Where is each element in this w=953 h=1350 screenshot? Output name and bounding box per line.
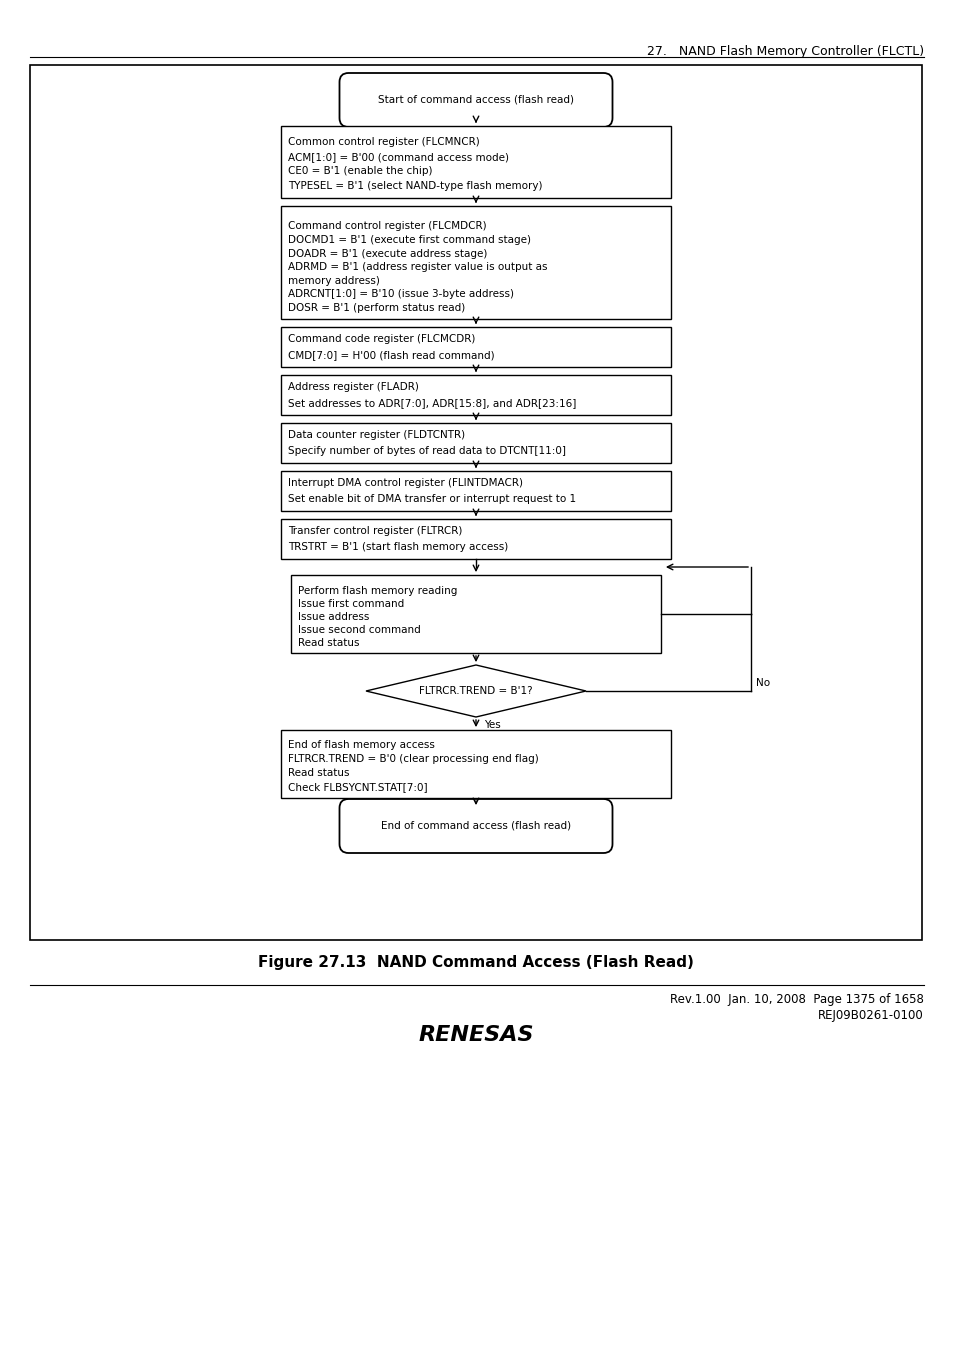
Text: Yes: Yes: [483, 720, 500, 730]
Text: No: No: [755, 678, 769, 688]
Text: Interrupt DMA control register (FLINTDMACR): Interrupt DMA control register (FLINTDMA…: [288, 478, 522, 489]
Bar: [281, 471, 670, 512]
FancyBboxPatch shape: [339, 73, 612, 127]
Text: Check FLBSYCNT.STAT[7:0]: Check FLBSYCNT.STAT[7:0]: [288, 782, 427, 792]
Bar: [30, 65, 921, 940]
Text: Read status: Read status: [297, 637, 359, 648]
Bar: [281, 730, 670, 798]
Text: Read status: Read status: [288, 768, 349, 778]
Text: REJ09B0261-0100: REJ09B0261-0100: [818, 1008, 923, 1022]
Text: Start of command access (flash read): Start of command access (flash read): [377, 95, 574, 105]
Text: CMD[7:0] = H'00 (flash read command): CMD[7:0] = H'00 (flash read command): [288, 350, 494, 359]
Bar: [281, 518, 670, 559]
Text: Rev.1.00  Jan. 10, 2008  Page 1375 of 1658: Rev.1.00 Jan. 10, 2008 Page 1375 of 1658: [669, 994, 923, 1006]
Text: ACM[1:0] = B'00 (command access mode): ACM[1:0] = B'00 (command access mode): [288, 151, 509, 162]
Text: TRSTRT = B'1 (start flash memory access): TRSTRT = B'1 (start flash memory access): [288, 541, 508, 552]
Text: Figure 27.13  NAND Command Access (Flash Read): Figure 27.13 NAND Command Access (Flash …: [258, 954, 693, 971]
Bar: [281, 126, 670, 198]
FancyBboxPatch shape: [339, 799, 612, 853]
Text: End of command access (flash read): End of command access (flash read): [380, 821, 571, 832]
Bar: [281, 207, 670, 319]
Bar: [281, 375, 670, 414]
Text: Data counter register (FLDTCNTR): Data counter register (FLDTCNTR): [288, 431, 465, 440]
Text: Common control register (FLCMNCR): Common control register (FLCMNCR): [288, 136, 479, 147]
Text: Issue second command: Issue second command: [297, 625, 420, 634]
Text: Address register (FLADR): Address register (FLADR): [288, 382, 418, 393]
Text: ADRCNT[1:0] = B'10 (issue 3-byte address): ADRCNT[1:0] = B'10 (issue 3-byte address…: [288, 289, 514, 300]
Text: FLTRCR.TREND = B'1?: FLTRCR.TREND = B'1?: [418, 686, 533, 697]
Polygon shape: [366, 666, 585, 717]
Text: memory address): memory address): [288, 275, 379, 286]
Text: Issue first command: Issue first command: [297, 599, 404, 609]
Text: Command control register (FLCMDCR): Command control register (FLCMDCR): [288, 221, 486, 231]
Text: 27.   NAND Flash Memory Controller (FLCTL): 27. NAND Flash Memory Controller (FLCTL): [646, 45, 923, 58]
Text: Transfer control register (FLTRCR): Transfer control register (FLTRCR): [288, 526, 462, 536]
Text: DOSR = B'1 (perform status read): DOSR = B'1 (perform status read): [288, 304, 465, 313]
Text: Specify number of bytes of read data to DTCNT[11:0]: Specify number of bytes of read data to …: [288, 446, 565, 456]
Text: TYPESEL = B'1 (select NAND-type flash memory): TYPESEL = B'1 (select NAND-type flash me…: [288, 181, 542, 192]
Bar: [281, 423, 670, 463]
Text: Set enable bit of DMA transfer or interrupt request to 1: Set enable bit of DMA transfer or interr…: [288, 494, 576, 504]
Text: FLTRCR.TREND = B'0 (clear processing end flag): FLTRCR.TREND = B'0 (clear processing end…: [288, 755, 538, 764]
Text: End of flash memory access: End of flash memory access: [288, 740, 435, 751]
Text: DOCMD1 = B'1 (execute first command stage): DOCMD1 = B'1 (execute first command stag…: [288, 235, 531, 244]
Bar: [291, 575, 660, 653]
Text: RENESAS: RENESAS: [417, 1025, 533, 1045]
Text: CE0 = B'1 (enable the chip): CE0 = B'1 (enable the chip): [288, 166, 432, 177]
Text: Perform flash memory reading: Perform flash memory reading: [297, 586, 456, 595]
Text: DOADR = B'1 (execute address stage): DOADR = B'1 (execute address stage): [288, 248, 487, 259]
Text: ADRMD = B'1 (address register value is output as: ADRMD = B'1 (address register value is o…: [288, 262, 547, 273]
Text: Command code register (FLCMCDR): Command code register (FLCMCDR): [288, 335, 475, 344]
Text: Set addresses to ADR[7:0], ADR[15:8], and ADR[23:16]: Set addresses to ADR[7:0], ADR[15:8], an…: [288, 398, 576, 408]
Text: Issue address: Issue address: [297, 612, 369, 622]
Bar: [281, 327, 670, 367]
